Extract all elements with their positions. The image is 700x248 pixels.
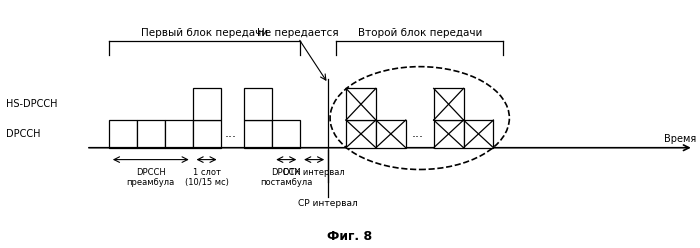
Text: Не передается: Не передается xyxy=(258,28,339,38)
Text: CP интервал: CP интервал xyxy=(298,199,358,208)
Bar xyxy=(193,88,220,120)
Text: Первый блок передачи: Первый блок передачи xyxy=(141,28,268,38)
Bar xyxy=(244,88,272,120)
Text: DPCCH
постамбула: DPCCH постамбула xyxy=(260,167,312,187)
Bar xyxy=(136,120,164,148)
Bar xyxy=(346,88,376,120)
Bar xyxy=(244,120,272,148)
Bar xyxy=(463,120,494,148)
Bar xyxy=(109,120,136,148)
Bar xyxy=(346,120,376,148)
Text: DPCCH: DPCCH xyxy=(6,129,41,139)
Bar xyxy=(272,120,300,148)
Text: DTX интервал: DTX интервал xyxy=(284,167,345,177)
Bar xyxy=(193,120,220,148)
Bar xyxy=(434,88,463,120)
Text: Время: Время xyxy=(664,134,696,144)
Text: Второй блок передачи: Второй блок передачи xyxy=(358,28,482,38)
Bar xyxy=(434,120,463,148)
Text: DPCCH
преамбула: DPCCH преамбула xyxy=(127,167,175,187)
Text: ...: ... xyxy=(225,127,237,140)
Text: ...: ... xyxy=(412,127,424,140)
Bar xyxy=(376,120,406,148)
Text: HS-DPCCH: HS-DPCCH xyxy=(6,99,58,109)
Text: Фиг. 8: Фиг. 8 xyxy=(328,230,372,243)
Bar xyxy=(164,120,193,148)
Text: 1 слот
(10/15 мс): 1 слот (10/15 мс) xyxy=(185,167,228,187)
